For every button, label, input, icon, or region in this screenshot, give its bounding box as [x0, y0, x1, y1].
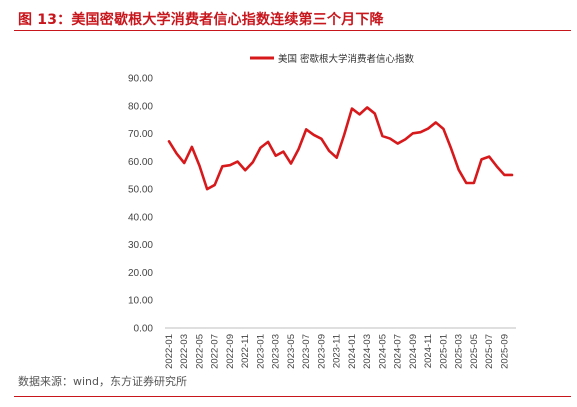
- x-tick-label: 2023-03: [271, 334, 282, 369]
- x-axis: 2022-01 2022-03 2022-05 2022-07 2022-09 2022-…: [164, 327, 516, 369]
- figure-title: 图 13：美国密歇根大学消费者信心指数连续第三个月下降: [18, 12, 384, 28]
- series-line: [167, 106, 514, 191]
- y-tick-label: 50.00: [128, 185, 153, 196]
- data-point: [343, 133, 345, 135]
- data-point: [412, 132, 414, 134]
- data-point: [488, 155, 490, 157]
- y-tick-label: 90.00: [128, 74, 153, 85]
- chart-legend: 美国 密歇根大学消费者信心指数: [250, 53, 415, 65]
- data-point: [320, 138, 322, 140]
- x-tick-label: 2023-07: [301, 334, 312, 369]
- data-point: [366, 106, 368, 108]
- data-point: [435, 121, 437, 123]
- data-point: [511, 174, 513, 176]
- source-note: 数据来源：wind，东方证券研究所: [18, 375, 188, 388]
- data-point: [457, 168, 459, 170]
- x-tick-label: 2024-09: [408, 334, 419, 369]
- y-tick-label: 20.00: [128, 268, 153, 279]
- data-point: [191, 146, 193, 148]
- data-point: [175, 152, 177, 154]
- x-tick-label: 2022-11: [240, 334, 251, 368]
- x-tick-label: 2022-01: [164, 334, 175, 369]
- x-tick-label: 2025-09: [499, 334, 510, 369]
- data-point: [259, 147, 261, 149]
- x-tick-label: 2024-07: [393, 334, 404, 369]
- data-point: [183, 162, 185, 164]
- data-point: [503, 174, 505, 176]
- data-point: [244, 169, 246, 171]
- data-point: [290, 162, 292, 164]
- data-point: [450, 147, 452, 149]
- data-point: [252, 161, 254, 163]
- x-tick-label: 2025-07: [484, 334, 495, 369]
- legend-label: 美国 密歇根大学消费者信心指数: [278, 53, 415, 65]
- x-tick-label: 2024-01: [347, 334, 358, 369]
- x-tick-label: 2023-01: [255, 334, 266, 369]
- x-tick-label: 2023-05: [286, 334, 297, 369]
- x-tick-label: 2023-11: [332, 334, 343, 368]
- y-axis: 0.00 10.00 20.00 30.00 40.00 50.00 60.00 70.00 8…: [128, 74, 153, 335]
- data-point: [404, 138, 406, 140]
- data-point: [465, 182, 467, 184]
- data-point: [221, 165, 223, 167]
- x-tick-label: 2024-11: [423, 334, 434, 368]
- x-tick-label: 2025-05: [469, 334, 480, 369]
- data-point: [473, 182, 475, 184]
- x-tick-label: 2022-09: [225, 334, 236, 369]
- data-point: [419, 131, 421, 133]
- data-point: [389, 137, 391, 139]
- data-point: [335, 157, 337, 159]
- data-point: [351, 107, 353, 109]
- y-tick-label: 0.00: [134, 324, 154, 335]
- data-point: [358, 113, 360, 115]
- data-point: [305, 128, 307, 130]
- y-tick-label: 60.00: [128, 157, 153, 168]
- y-tick-label: 70.00: [128, 129, 153, 140]
- data-point: [267, 141, 269, 143]
- series-layer: [167, 106, 514, 191]
- x-tick-label: 2024-05: [377, 334, 388, 369]
- y-tick-label: 80.00: [128, 101, 153, 112]
- data-point: [236, 160, 238, 162]
- title-divider: [14, 30, 571, 31]
- data-point: [282, 150, 284, 152]
- x-tick-label: 2023-09: [316, 334, 327, 369]
- data-point: [442, 128, 444, 130]
- data-point: [480, 158, 482, 160]
- data-point: [313, 134, 315, 136]
- y-tick-label: 30.00: [128, 240, 153, 251]
- data-point: [275, 155, 277, 157]
- data-point: [214, 184, 216, 186]
- data-point: [206, 188, 208, 190]
- data-point: [381, 135, 383, 137]
- data-point: [297, 148, 299, 150]
- data-point: [168, 140, 170, 142]
- data-point: [427, 127, 429, 129]
- data-point: [396, 142, 398, 144]
- x-tick-label: 2022-05: [194, 334, 205, 369]
- footer-divider: [14, 396, 571, 397]
- x-tick-label: 2025-03: [454, 334, 465, 369]
- data-point: [374, 112, 376, 114]
- x-tick-label: 2025-01: [438, 334, 449, 369]
- y-tick-label: 40.00: [128, 212, 153, 223]
- data-point: [198, 165, 200, 167]
- data-point: [328, 150, 330, 152]
- y-tick-label: 10.00: [128, 296, 153, 307]
- data-point: [496, 165, 498, 167]
- data-point: [229, 164, 231, 166]
- x-tick-label: 2022-07: [210, 334, 221, 369]
- x-tick-label: 2024-03: [362, 334, 373, 369]
- x-tick-label: 2022-03: [179, 334, 190, 369]
